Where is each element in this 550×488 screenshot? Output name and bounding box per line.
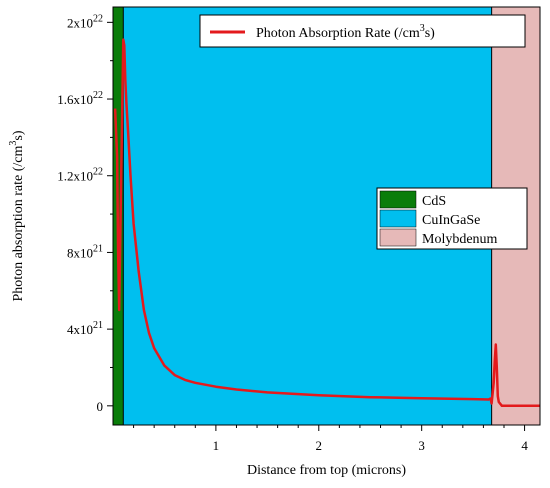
y-tick-label: 1.6x1022 bbox=[57, 90, 103, 107]
series-legend-label: Photon Absorption Rate (/cm3s) bbox=[256, 23, 435, 41]
y-tick-label: 4x1021 bbox=[67, 320, 103, 337]
y-tick-label: 2x1022 bbox=[67, 13, 103, 30]
x-tick-label: 4 bbox=[521, 438, 528, 453]
material-regions bbox=[113, 7, 540, 425]
region-legend-label-molybdenum: Molybdenum bbox=[422, 232, 498, 247]
region-legend-label-cds: CdS bbox=[422, 194, 446, 209]
y-axis-title: Photon absorption rate (/cm3s) bbox=[8, 130, 26, 301]
region-legend: CdS CuInGaSe Molybdenum bbox=[376, 187, 528, 250]
x-axis: 1 2 3 4 bbox=[133, 425, 528, 453]
x-tick-label: 2 bbox=[316, 438, 323, 453]
series-legend-box bbox=[199, 14, 526, 48]
y-tick-label: 1.2x1022 bbox=[57, 167, 103, 184]
x-tick-label: 3 bbox=[418, 438, 425, 453]
series-layer bbox=[113, 38, 540, 408]
y-tick-label: 0 bbox=[97, 399, 104, 414]
series-line-photon-absorption-rate bbox=[113, 38, 540, 408]
x-axis-title: Distance from top (microns) bbox=[247, 463, 406, 478]
region-legend-swatch-cds bbox=[379, 190, 417, 209]
region-legend-swatch-cuingase bbox=[379, 209, 417, 228]
region-legend-label-cuingase: CuInGaSe bbox=[422, 213, 480, 228]
x-tick-label: 1 bbox=[213, 438, 220, 453]
series-legend: Photon Absorption Rate (/cm3s) bbox=[199, 14, 526, 48]
region-legend-swatch-molybdenum bbox=[379, 228, 417, 247]
y-axis: 0 4x1021 8x1021 1.2x1022 1.6x1022 2x1022 bbox=[57, 13, 113, 414]
y-tick-label: 8x1021 bbox=[67, 243, 103, 260]
plot-frame bbox=[112, 6, 541, 426]
